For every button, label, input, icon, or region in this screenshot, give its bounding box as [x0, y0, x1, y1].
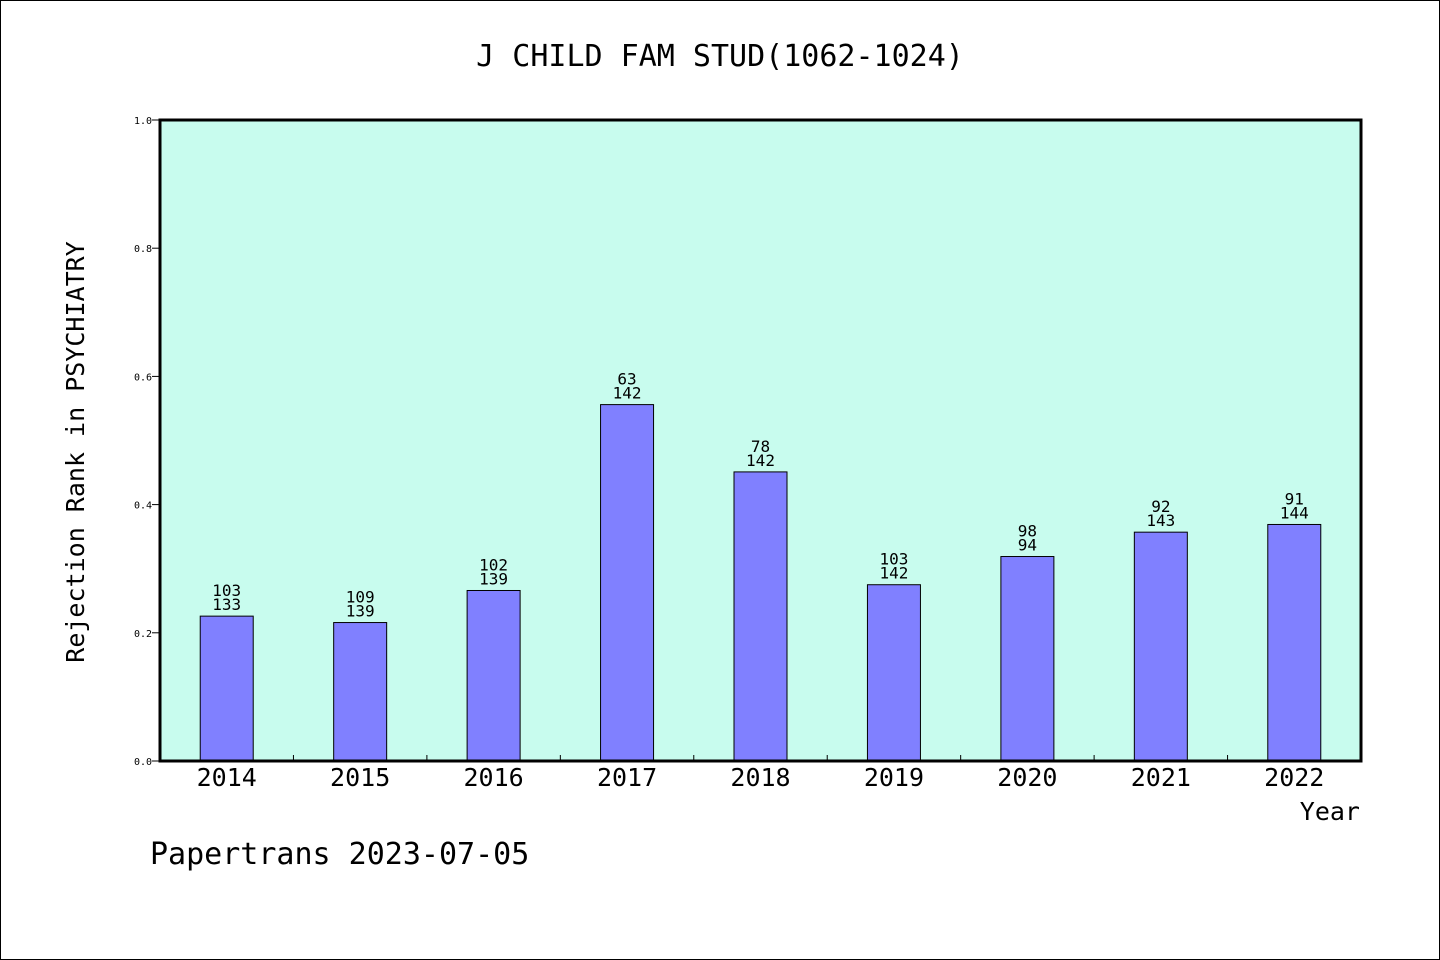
footer-credit: Papertrans 2023-07-05 — [150, 837, 529, 872]
x-tick-label: 2016 — [464, 763, 524, 792]
x-tick-label: 2014 — [197, 763, 257, 792]
x-tick-label: 2019 — [864, 763, 924, 792]
bar-label-top: 103 — [879, 550, 908, 569]
bar-label-top: 63 — [617, 370, 636, 389]
y-tick-label: 1.0 — [134, 116, 152, 127]
x-tick-label: 2015 — [330, 763, 390, 792]
bar-label-bottom: 142 — [746, 451, 775, 470]
bar-label-top: 103 — [212, 581, 241, 600]
x-axis: 2014 2015 2016 2017 2018 2019 2020 2021 2022 — [197, 755, 1324, 792]
y-tick-label: 0.0 — [134, 757, 152, 768]
x-tick-label: 2018 — [730, 763, 790, 792]
bar-2018 — [733, 471, 788, 762]
chart-title: J CHILD FAM STUD(1062-1024) — [476, 39, 964, 74]
bar-2017 — [600, 404, 655, 762]
bar-2020 — [1000, 556, 1055, 762]
bar-2021 — [1133, 531, 1188, 762]
y-tick-label: 0.6 — [134, 372, 152, 383]
x-tick-label: 2021 — [1131, 763, 1191, 792]
x-axis-label: Year — [1300, 797, 1360, 826]
bar-label-top: 109 — [346, 588, 375, 607]
bar-2014 — [199, 615, 254, 762]
y-axis: 0.0 0.2 0.4 0.6 0.8 1.0 — [134, 116, 160, 768]
bar-label-bottom: 142 — [879, 564, 908, 583]
bar-2015 — [333, 622, 388, 762]
bar-label-top: 78 — [751, 437, 770, 456]
y-tick-label: 0.2 — [134, 629, 152, 640]
bar-label-bottom: 94 — [1018, 536, 1037, 555]
bar-label-bottom: 144 — [1280, 503, 1309, 522]
bar-2022 — [1267, 523, 1322, 762]
bar-label-bottom: 133 — [212, 595, 241, 614]
y-tick-label: 0.8 — [134, 244, 152, 255]
y-tick-label: 0.4 — [134, 501, 152, 512]
bar-label-top: 102 — [479, 555, 508, 574]
x-tick-label: 2020 — [997, 763, 1057, 792]
x-tick-label: 2017 — [597, 763, 657, 792]
bar-label-top: 92 — [1151, 497, 1170, 516]
bar-label-bottom: 143 — [1146, 511, 1175, 530]
bar-label-bottom: 139 — [346, 602, 375, 621]
bar-label-top: 91 — [1285, 489, 1304, 508]
bar-label-top: 98 — [1018, 522, 1037, 541]
x-tick-label: 2022 — [1264, 763, 1324, 792]
plot-border — [158, 118, 1363, 763]
y-axis-label: Rejection Rank in PSYCHIATRY — [61, 241, 90, 662]
bar-2016 — [466, 589, 521, 762]
bar-2019 — [866, 584, 921, 762]
bar-label-bottom: 139 — [479, 569, 508, 588]
bar-label-bottom: 142 — [613, 384, 642, 403]
